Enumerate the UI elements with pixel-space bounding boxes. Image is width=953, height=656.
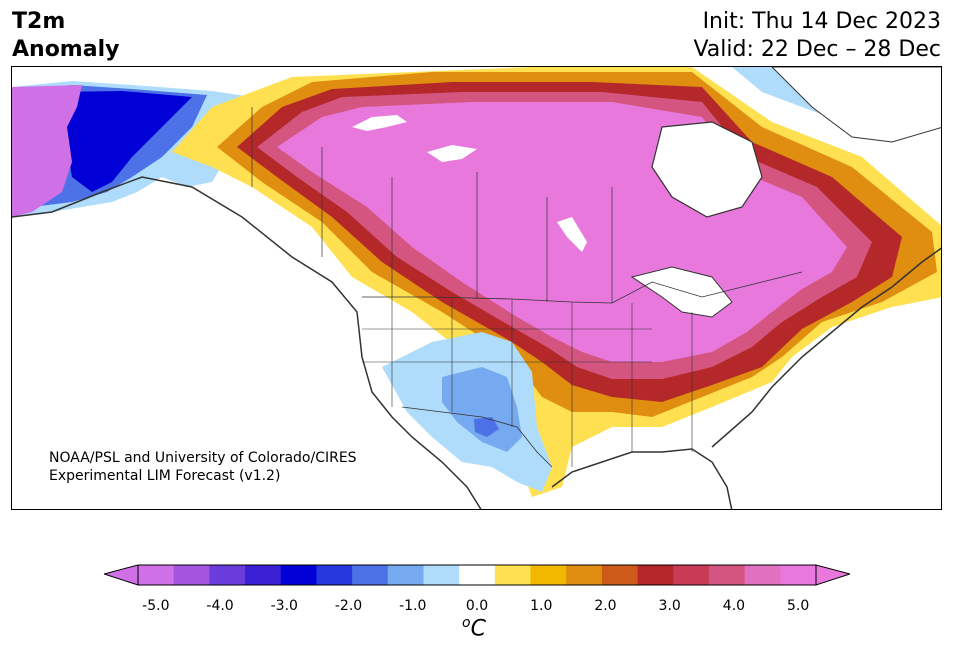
greenland: [771, 67, 941, 143]
colorbar-tick-label: -2.0: [334, 598, 363, 614]
colorbar-cell: [280, 565, 317, 585]
forecast-dates: Init: Thu 14 Dec 2023 Valid: 22 Dec – 28…: [693, 8, 941, 64]
west-coast: [12, 176, 482, 509]
gulf-coast: [551, 448, 733, 509]
colorbar-cell: [245, 565, 282, 585]
title-line2: Anomaly: [12, 37, 120, 62]
canada-province-borders: [251, 107, 613, 303]
southwest-cool-mid: [442, 367, 522, 452]
hudson-bay: [651, 121, 763, 218]
great-bear-lake: [427, 145, 477, 162]
init-date: Init: Thu 14 Dec 2023: [702, 9, 941, 34]
colorbar-tick-label: 1.0: [530, 598, 553, 614]
colorbar-tick-label: 5.0: [787, 598, 810, 614]
colorbar-cell: [601, 565, 639, 585]
colorbar-tick-label: 3.0: [658, 598, 681, 614]
colorbar-cell: [637, 565, 674, 585]
colorbar-cell: [423, 565, 460, 585]
colorbar-frame: [137, 564, 817, 586]
colorbar-cell: [316, 565, 353, 585]
valid-range: Valid: 22 Dec – 28 Dec: [693, 37, 941, 62]
colorbar-cell: [352, 565, 389, 585]
colorbar-cell: [173, 565, 210, 585]
colorbar-cell: [780, 565, 817, 585]
map-canvas: [12, 67, 941, 509]
colorbar-tick-label: 0.0: [465, 598, 489, 614]
colorbar-cell: [673, 565, 710, 585]
east-coast: [711, 247, 941, 448]
colorbar-cell: [494, 565, 532, 585]
credit-line1: NOAA/PSL and University of Colorado/CIRE…: [49, 450, 357, 466]
alaska-cold-deep: [57, 91, 192, 192]
colorbar-cell: [530, 565, 567, 585]
anomaly-map: [11, 66, 942, 510]
colorbar-cell: [387, 565, 424, 585]
colorbar-tick-label: -3.0: [270, 598, 298, 614]
colorbar-cell: [566, 565, 603, 585]
colorbar-cell: [708, 565, 746, 585]
colorbar-tick-label: -1.0: [399, 598, 427, 614]
colorbar-cell: [744, 565, 781, 585]
colorbar-tick-label: 2.0: [594, 598, 617, 614]
colorbar: [104, 564, 850, 586]
colorbar-cell: [209, 565, 246, 585]
colorbar-tick-label: 4.0: [722, 598, 746, 614]
colorbar-unit: oC: [462, 615, 486, 641]
credit-line2: Experimental LIM Forecast (v1.2): [49, 468, 281, 484]
us-state-borders: [362, 297, 693, 467]
colorbar-cell: [459, 565, 496, 585]
colorbar-max-arrow: [815, 564, 850, 586]
colorbar-tick-label: -5.0: [142, 598, 170, 614]
title-line1: T2m: [12, 9, 66, 34]
alaska-west-magenta: [12, 85, 82, 217]
us-mexico-border: [401, 406, 553, 468]
lake-winnipeg: [557, 217, 587, 252]
colorbar-cell: [138, 565, 175, 585]
colorbar-min-arrow: [104, 564, 139, 586]
southwest-cool-core: [474, 417, 499, 437]
credit-text: NOAA/PSL and University of Colorado/CIRE…: [49, 449, 357, 485]
unit-base: C: [470, 616, 486, 642]
map-title: T2m Anomaly: [12, 8, 119, 64]
great-lakes: [630, 266, 733, 318]
unit-superscript: o: [462, 615, 471, 631]
colorbar-tick-label: -4.0: [206, 598, 234, 614]
great-slave-lake: [352, 115, 407, 131]
